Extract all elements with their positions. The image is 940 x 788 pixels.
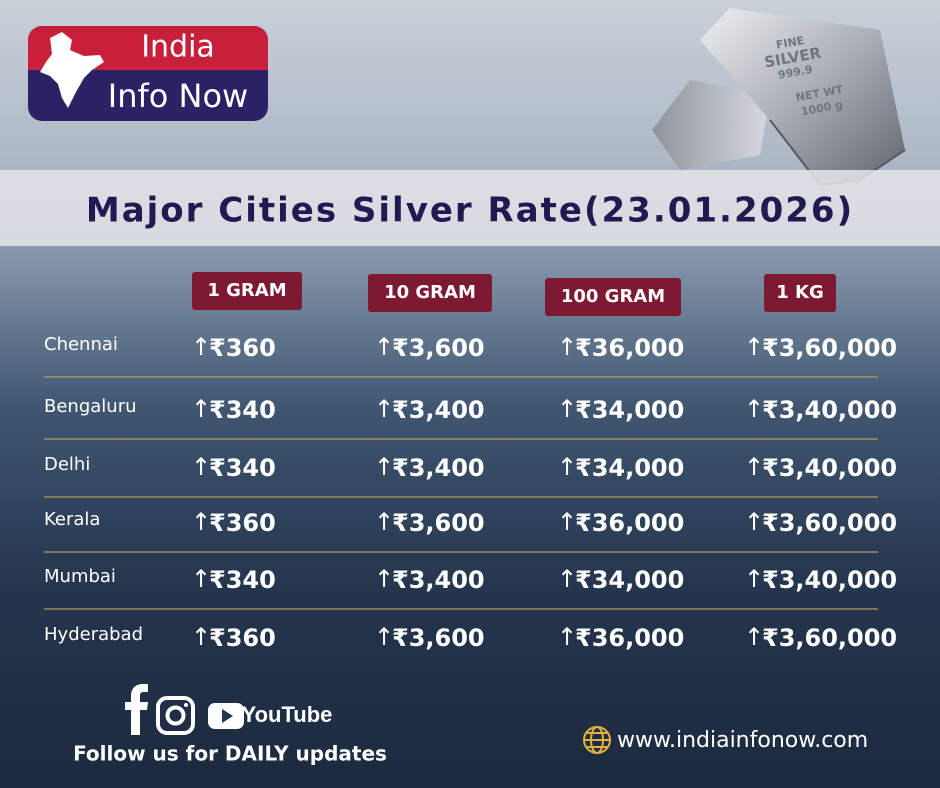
rate: ₹3,60,000 [762,624,897,652]
title: Major Cities Silver Rate(23.01.2026) [86,191,854,231]
up-arrow: ↑ [557,333,577,361]
up-arrow: ↑ [374,453,394,481]
up-arrow: ↑ [191,623,211,651]
rate: ₹3,600 [392,624,485,652]
follow-text: Follow us for DAILY updates [73,742,387,766]
column-header-pill [368,274,492,312]
city-name: Bengaluru [44,396,137,417]
youtube-label: YouTube [242,702,333,727]
rate: ₹3,400 [392,396,485,424]
rate: ₹3,40,000 [762,454,897,482]
rate: ₹3,400 [392,566,485,594]
rate: ₹360 [209,509,276,537]
up-arrow: ↑ [191,395,211,423]
up-arrow: ↑ [374,565,394,593]
up-arrow: ↑ [557,565,577,593]
rate: ₹36,000 [575,509,684,537]
rate: ₹3,60,000 [762,509,897,537]
column-header-pill [545,278,681,316]
up-arrow: ↑ [557,508,577,536]
rate: ₹34,000 [575,566,684,594]
rate: ₹340 [209,454,276,482]
rate: ₹36,000 [575,334,684,362]
map-icon [40,32,104,108]
up-arrow: ↑ [374,623,394,651]
website: www.indiainfonow.com [617,728,868,753]
column-header-pill [192,272,302,310]
up-arrow: ↑ [374,508,394,536]
bar-engraving: FINE [775,34,805,52]
up-arrow: ↑ [374,333,394,361]
up-arrow: ↑ [374,395,394,423]
up-arrow: ↑ [191,453,211,481]
city-name: Chennai [44,334,118,355]
rate: ₹3,400 [392,454,485,482]
column-header: 10 GRAM [384,282,476,303]
up-arrow: ↑ [744,333,764,361]
up-arrow: ↑ [744,508,764,536]
column-header: 100 GRAM [561,286,665,307]
up-arrow: ↑ [191,565,211,593]
up-arrow: ↑ [191,508,211,536]
logo-line2: Info Now [108,77,248,115]
up-arrow: ↑ [744,623,764,651]
rate: ₹360 [209,624,276,652]
up-arrow: ↑ [191,333,211,361]
rate: ₹36,000 [575,624,684,652]
rate: ₹3,60,000 [762,334,897,362]
up-arrow: ↑ [557,623,577,651]
city-name: Hyderabad [44,624,143,645]
column-header-pill [764,274,836,312]
rate: ₹34,000 [575,396,684,424]
logo: India Info Now [28,26,268,121]
city-name: Delhi [44,454,90,475]
column-header: 1 GRAM [207,280,286,301]
column-header: 1 KG [776,282,824,303]
rate: ₹340 [209,396,276,424]
social-icons: YouTube [125,684,332,735]
up-arrow: ↑ [557,395,577,423]
rate: ₹3,40,000 [762,396,897,424]
globe-icon [583,726,611,754]
up-arrow: ↑ [557,453,577,481]
bar-engraving: 999.9 [777,63,814,82]
city-name: Mumbai [44,566,116,587]
rate: ₹3,600 [392,334,485,362]
logo-line1: India [141,30,215,65]
rate: ₹3,40,000 [762,566,897,594]
rate: ₹3,600 [392,509,485,537]
rate: ₹340 [209,566,276,594]
up-arrow: ↑ [744,395,764,423]
up-arrow: ↑ [744,565,764,593]
rate: ₹360 [209,334,276,362]
title-band [0,170,940,246]
city-name: Kerala [44,509,100,530]
rate: ₹34,000 [575,454,684,482]
up-arrow: ↑ [744,453,764,481]
